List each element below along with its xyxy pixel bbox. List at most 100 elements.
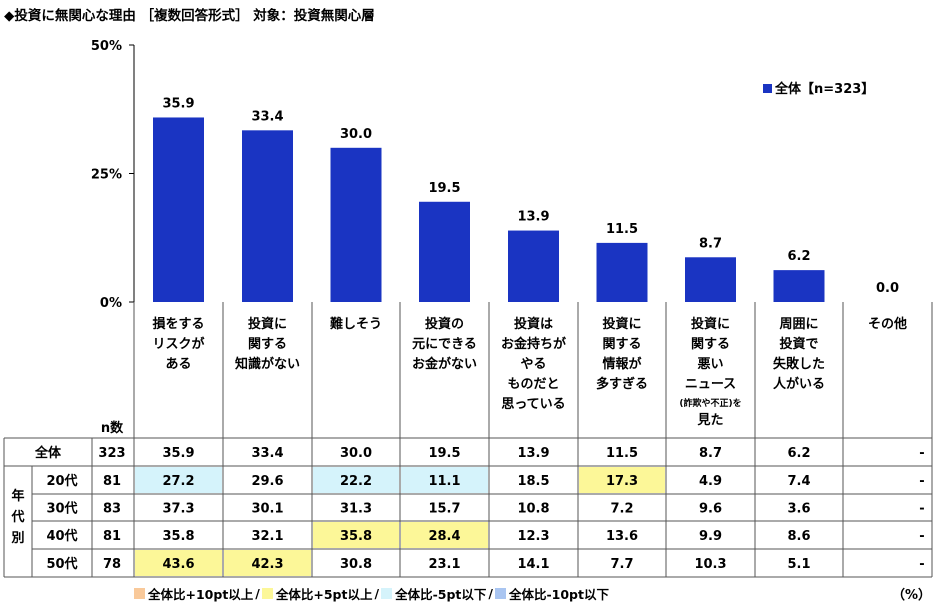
- row-n: 323: [98, 446, 125, 461]
- legend-label: 全体【n=323】: [774, 81, 874, 97]
- bar: [508, 230, 559, 302]
- legend-text: 全体比-5pt以下: [395, 587, 487, 602]
- highlight-cell: [401, 467, 488, 493]
- category-label: リスクが: [152, 336, 204, 352]
- table-cell: 7.2: [610, 502, 633, 517]
- table-cell: 30.1: [251, 502, 283, 517]
- legend-swatch: [763, 84, 772, 93]
- highlight-cell: [135, 467, 222, 493]
- highlight-legend: 全体比+10pt以上 / 全体比+5pt以上 / 全体比-5pt以下 / 全体比-10pt以…: [134, 584, 609, 603]
- category-label: 投資に: [248, 316, 287, 332]
- table-cell: 4.9: [699, 474, 722, 489]
- category-label: 投資に: [691, 316, 730, 332]
- bar-value-label: 0.0: [876, 281, 899, 296]
- category-label: ものだと: [507, 377, 559, 392]
- bar-value-label: 6.2: [787, 249, 810, 264]
- legend-text: 全体比-10pt以下: [508, 587, 609, 602]
- legend-swatch-plus10: [134, 588, 145, 599]
- chart-title: ◆投資に無関心な理由 ［複数回答形式］ 対象：投資無関心層: [4, 8, 375, 24]
- row-label: 40代: [46, 528, 77, 544]
- category-label: 元にできる: [412, 337, 477, 352]
- legend-separator: /: [255, 586, 260, 601]
- table-cell: 33.4: [251, 446, 283, 461]
- row-n: 81: [103, 474, 121, 489]
- legend-separator: /: [374, 586, 380, 601]
- category-label: 関する: [248, 337, 287, 352]
- table-cell: 31.3: [340, 502, 372, 517]
- table-cell: 13.9: [517, 446, 549, 461]
- category-label: 損をする: [152, 316, 204, 332]
- table-cell: -: [919, 557, 924, 572]
- table-cell: 7.4: [787, 474, 810, 489]
- table-cell: 11.1: [428, 474, 460, 489]
- bar-value-label: 33.4: [251, 109, 283, 124]
- table-cell: -: [919, 529, 924, 544]
- bar-value-label: 13.9: [517, 210, 549, 225]
- table-cell: 19.5: [428, 446, 460, 461]
- legend-item-minus5: 全体比-5pt以下: [381, 584, 486, 603]
- legend-text: 全体比+5pt以上: [275, 587, 373, 602]
- category-label: お金がない: [412, 356, 477, 372]
- legend-item-minus10: 全体比-10pt以下: [494, 584, 609, 603]
- legend-text: 全体比+10pt以上: [148, 587, 254, 602]
- category-label: 投資は: [514, 316, 553, 332]
- table-cell: 7.7: [610, 557, 633, 572]
- table-cell: 14.1: [517, 557, 549, 572]
- category-label: 多すぎる: [596, 376, 648, 392]
- category-label: 情報が: [602, 356, 641, 372]
- row-label: 50代: [46, 556, 77, 572]
- bar: [773, 270, 825, 302]
- table-cell: 13.6: [606, 529, 638, 544]
- category-label: 人がいる: [773, 376, 825, 392]
- row-label: 30代: [46, 501, 77, 517]
- category-label: 難しそう: [330, 316, 382, 332]
- table-cell: 8.7: [699, 446, 722, 461]
- table-cell: 23.1: [428, 557, 460, 572]
- highlight-cell: [579, 467, 665, 493]
- table-cell: 35.8: [162, 529, 194, 544]
- table-cell: 11.5: [606, 446, 638, 461]
- bar-value-label: 30.0: [340, 127, 372, 142]
- category-label: やる: [520, 357, 546, 372]
- table-cell: 35.8: [340, 529, 372, 544]
- table-cell: 30.0: [340, 446, 372, 461]
- bar-value-label: 11.5: [606, 222, 638, 237]
- table-cell: 12.3: [517, 529, 549, 544]
- highlight-cell: [313, 467, 399, 493]
- legend-separator: /: [488, 586, 493, 601]
- table-cell: -: [919, 502, 924, 517]
- y-tick-label: 0%: [100, 296, 122, 311]
- n-header: n数: [101, 420, 124, 436]
- bar: [685, 257, 736, 302]
- category-label: 悪い: [697, 357, 723, 372]
- category-label: 投資の: [425, 316, 464, 332]
- table-cell: 32.1: [251, 529, 283, 544]
- y-tick-label: 25%: [91, 168, 122, 183]
- table-cell: 17.3: [606, 474, 638, 489]
- unit-label: （%）: [892, 588, 932, 603]
- table-cell: 29.6: [251, 474, 283, 489]
- category-label: ある: [165, 357, 191, 372]
- category-label: 知識がない: [235, 356, 300, 372]
- category-label: 関する: [602, 337, 641, 352]
- category-label: ニュース: [685, 377, 736, 392]
- age-group-label: 別: [10, 531, 24, 546]
- bar: [242, 130, 293, 302]
- category-label: 周囲に: [779, 317, 818, 332]
- table-cell: 30.8: [340, 557, 372, 572]
- table-cell: -: [919, 474, 924, 489]
- category-label: 投資で: [779, 336, 818, 352]
- table-cell: 42.3: [251, 557, 283, 572]
- legend-swatch-minus10: [494, 588, 506, 599]
- legend-item-plus5: 全体比+5pt以上: [261, 584, 373, 603]
- table-cell: 28.4: [428, 529, 460, 544]
- table-cell: 37.3: [162, 502, 194, 517]
- table-cell: -: [919, 446, 924, 461]
- legend-swatch-plus5: [261, 588, 273, 599]
- y-tick-label: 50%: [91, 39, 122, 54]
- bar: [330, 147, 382, 302]
- highlight-cell: [313, 522, 399, 548]
- row-n: 78: [103, 557, 121, 572]
- highlight-cell: [135, 550, 222, 576]
